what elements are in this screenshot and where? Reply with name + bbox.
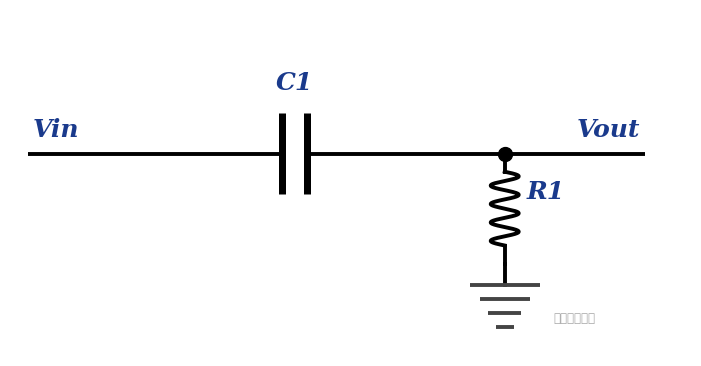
Text: R1: R1: [526, 180, 565, 204]
Text: 张飞实战电子: 张飞实战电子: [554, 312, 596, 325]
Text: Vin: Vin: [33, 118, 79, 142]
Text: Vout: Vout: [576, 118, 640, 142]
Text: C1: C1: [275, 71, 313, 96]
